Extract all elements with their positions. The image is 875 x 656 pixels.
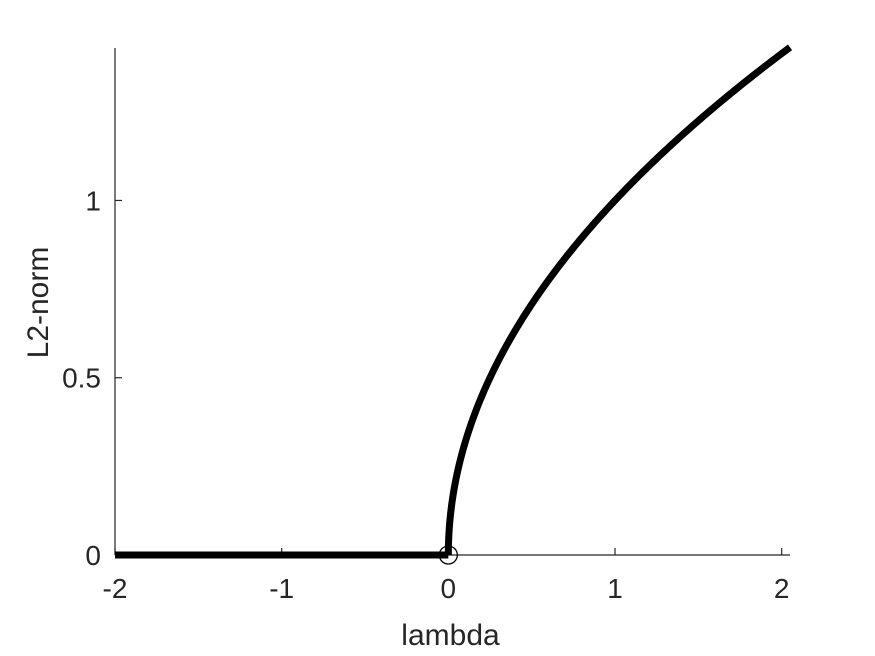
x-tick-label: 1	[607, 573, 623, 604]
series-layer	[115, 44, 793, 559]
y-tick-label: 0	[85, 540, 101, 571]
marker-layer	[438, 545, 458, 565]
bifurcation-marker	[438, 545, 458, 565]
y-tick-label: 0.5	[62, 363, 101, 394]
x-axis-label: lambda	[401, 619, 500, 652]
x-tick-label: -2	[103, 573, 128, 604]
series-line	[444, 44, 793, 556]
y-tick-label: 1	[85, 185, 101, 216]
x-tick-label: 0	[441, 573, 457, 604]
x-tick-label: -1	[269, 573, 294, 604]
ticks: -2 -1 0 1 2 0 0.5 1	[62, 185, 789, 604]
x-tick-label: 2	[774, 573, 790, 604]
y-axis-label: L2-norm	[22, 247, 55, 359]
